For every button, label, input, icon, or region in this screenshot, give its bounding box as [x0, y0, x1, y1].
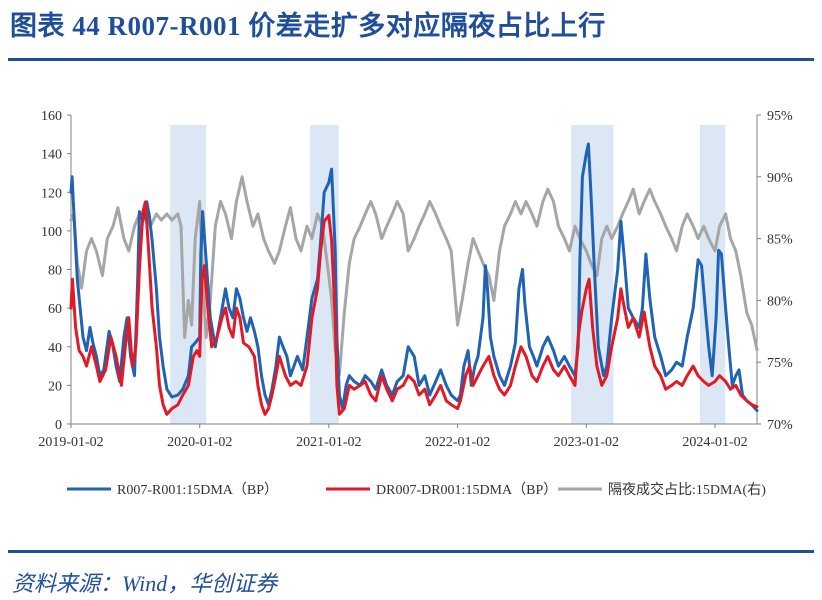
legend-overnight-share: 隔夜成交占比:15DMA(右): [558, 481, 766, 498]
right-tick-label: 85%: [767, 233, 793, 248]
footer-divider: [8, 550, 814, 553]
legend-dr007: DR007-DR001:15DMA（BP）: [326, 482, 557, 498]
shaded-period: [571, 125, 614, 424]
left-tick-label: 140: [41, 148, 62, 163]
right-tick-label: 95%: [767, 109, 793, 124]
legend-label: 隔夜成交占比:15DMA(右): [608, 481, 766, 498]
legend-label: R007-R001:15DMA（BP）: [117, 482, 278, 498]
left-tick-label: 100: [41, 225, 62, 240]
right-tick-label: 90%: [767, 171, 793, 186]
left-tick-label: 40: [48, 341, 62, 356]
right-tick-label: 80%: [767, 294, 793, 309]
left-tick-label: 20: [48, 379, 62, 394]
legend-label: DR007-DR001:15DMA（BP）: [376, 482, 557, 498]
x-tick-label: 2019-01-02: [38, 435, 103, 450]
right-tick-label: 75%: [767, 356, 793, 371]
right-tick-label: 70%: [767, 418, 793, 433]
left-tick-label: 160: [41, 109, 62, 124]
dr007-series-line: [69, 200, 759, 416]
left-tick-label: 120: [41, 186, 62, 201]
x-tick-label: 2023-01-02: [554, 435, 619, 450]
title-divider: [8, 58, 814, 61]
left-tick-label: 0: [55, 418, 62, 433]
left-tick-label: 60: [48, 302, 62, 317]
x-tick-label: 2020-01-02: [167, 435, 232, 450]
overnight-share-series-line: [69, 175, 759, 377]
x-tick-label: 2021-01-02: [296, 435, 361, 450]
r007-series-line: [69, 142, 759, 412]
line-chart: 0 20 40 60 80 100 120 140 160 70% 75% 80% 85% 90% 95% 2…: [38, 109, 793, 498]
source-note: 资料来源：Wind，华创证券: [12, 571, 278, 596]
left-tick-label: 80: [48, 264, 62, 279]
x-tick-label: 2024-01-02: [682, 435, 747, 450]
legend-r007: R007-R001:15DMA（BP）: [67, 482, 278, 498]
figure-title: 图表 44 R007-R001 价差走扩多对应隔夜占比上行: [10, 11, 606, 41]
x-tick-label: 2022-01-02: [425, 435, 490, 450]
